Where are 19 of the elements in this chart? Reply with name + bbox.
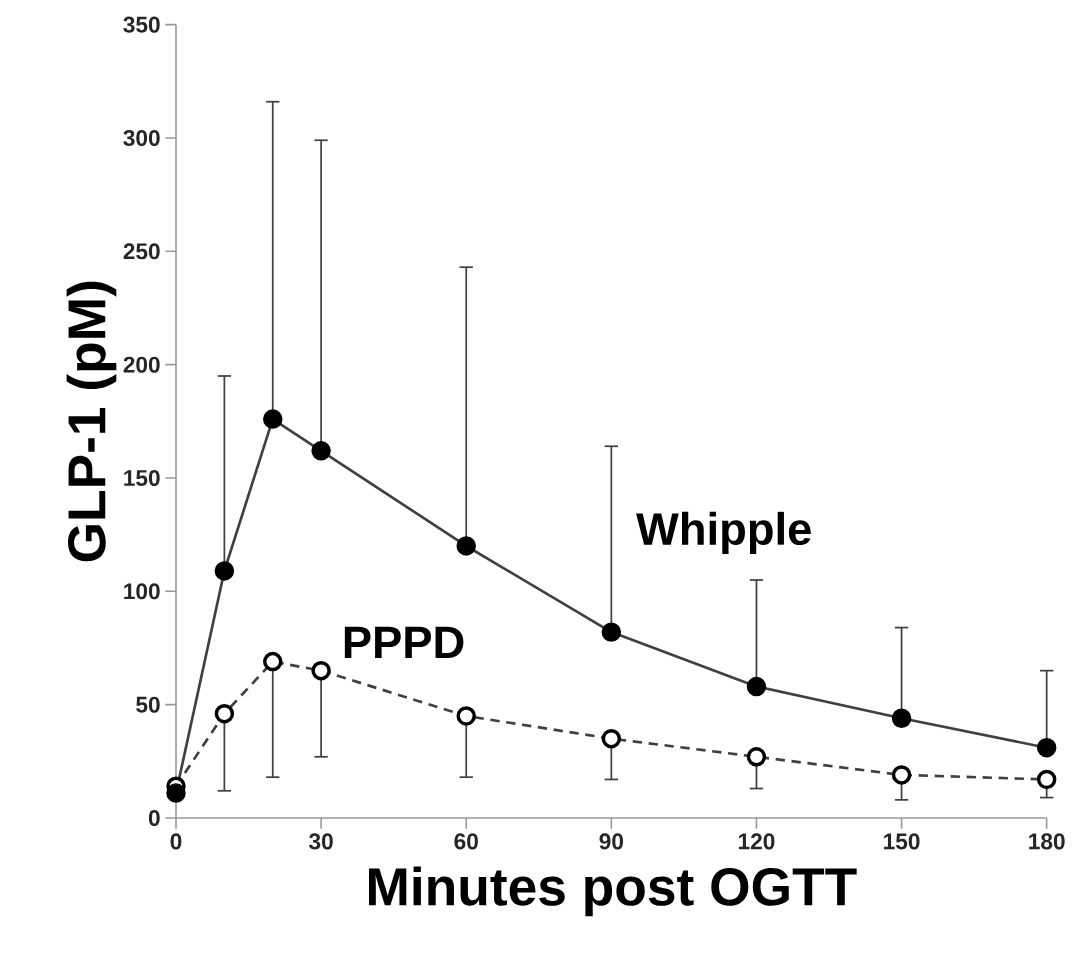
x-tick-label: 180 (1029, 833, 1065, 850)
y-tick-label: 50 (136, 696, 160, 713)
y-tick-label: 350 (123, 16, 160, 33)
x-tick-label: 0 (170, 833, 182, 850)
y-tick-label: 0 (148, 809, 160, 827)
y-tick-label: 200 (123, 356, 160, 373)
y-axis-title: GLP-1 (pM) (66, 281, 117, 562)
x-tick-label: 30 (309, 833, 333, 850)
x-tick-label: 90 (599, 833, 623, 850)
y-tick-label: 150 (124, 469, 160, 487)
y-tick-label: 250 (123, 243, 160, 260)
series-label: Whipple (636, 511, 811, 555)
x-tick-label: 60 (454, 833, 478, 850)
x-axis-title: Minutes post OGTT (369, 866, 857, 917)
y-tick-label: 100 (124, 583, 160, 600)
series-label: PPPD (344, 626, 464, 658)
y-tick-label: 300 (123, 129, 160, 147)
x-tick-label: 120 (738, 833, 775, 850)
x-tick-label: 150 (884, 833, 920, 850)
